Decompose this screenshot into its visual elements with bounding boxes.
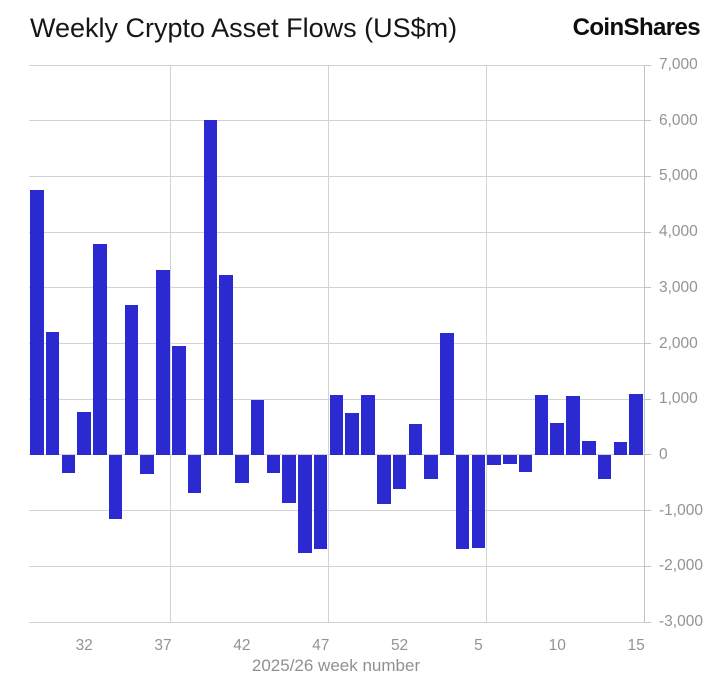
y-gridline: [29, 287, 644, 289]
y-tick-label: 0: [659, 445, 668, 463]
bar-week-52: [392, 454, 407, 490]
y-axis-line: [644, 65, 645, 622]
bar-week-14: [613, 442, 628, 455]
y-axis-tick: [644, 287, 651, 289]
y-tick-label: 5,000: [659, 167, 698, 185]
y-tick-label: 4,000: [659, 223, 698, 241]
bar-week-15: [629, 393, 643, 455]
bar-week-10: [550, 422, 565, 455]
bar-week-29: [30, 189, 44, 455]
y-tick-label: 6,000: [659, 111, 698, 129]
y-gridline: [29, 621, 644, 623]
y-gridline: [29, 64, 644, 66]
bar-week-48: [329, 394, 344, 455]
bar-week-2: [424, 454, 438, 480]
plot-area: 7,000 6,000 5,000 4,000 3,000 2,000 1,000 0 -1,0…: [29, 56, 703, 630]
bar-week-39: [187, 454, 202, 493]
x-tick-label-week-52: 52: [390, 637, 409, 654]
bar-week-37: [156, 269, 170, 455]
x-tick-label-week-32: 32: [75, 637, 93, 654]
bar-week-51: [377, 454, 391, 505]
x-tick-label-week-10: 10: [548, 637, 566, 654]
bar-week-1: [408, 423, 423, 455]
y-gridline: [29, 175, 644, 177]
y-axis-tick: [644, 454, 651, 456]
x-gridline: [328, 65, 330, 622]
bar-week-11: [566, 396, 580, 455]
y-gridline: [29, 120, 644, 122]
bar-week-33: [93, 243, 107, 455]
bar-week-50: [361, 394, 375, 455]
y-axis-tick: [644, 398, 651, 400]
y-axis-tick: [644, 64, 651, 66]
bar-week-42: [235, 454, 249, 483]
y-tick-label: -3,000: [659, 613, 703, 630]
y-tick-label: 7,000: [659, 56, 698, 73]
bar-week-5: [471, 454, 486, 548]
bar-week-40: [203, 119, 218, 455]
y-gridline: [29, 343, 644, 344]
coinshares-logo: CoinShares: [572, 14, 701, 41]
bar-week-44: [266, 454, 281, 474]
bar-week-8: [518, 454, 533, 473]
bar-week-7: [503, 454, 517, 465]
y-gridline: [29, 231, 644, 233]
y-axis-tick: [644, 175, 651, 177]
bar-week-3: [440, 332, 454, 455]
y-axis-tick: [644, 621, 651, 623]
bar-week-41: [219, 274, 233, 455]
y-gridline: [29, 510, 644, 512]
x-tick-label-week-15: 15: [627, 637, 645, 654]
bar-week-31: [61, 454, 76, 474]
bar-week-38: [172, 346, 186, 455]
y-gridline: [29, 565, 644, 567]
y-tick-label: 1,000: [659, 390, 698, 408]
y-axis-tick: [644, 343, 651, 344]
y-axis-tick: [644, 120, 651, 122]
x-tick-label-week-47: 47: [312, 637, 330, 654]
x-tick-label-week-42: 42: [233, 637, 251, 654]
x-tick-label-week-5: 5: [474, 637, 483, 654]
bar-week-13: [597, 454, 612, 479]
bar-week-4: [455, 454, 470, 550]
bar-week-46: [298, 454, 312, 553]
chart-title: Weekly Crypto Asset Flows (US$m): [30, 13, 458, 43]
bar-week-49: [345, 412, 360, 455]
bar-week-43: [250, 400, 265, 455]
bar-week-6: [487, 454, 501, 466]
y-gridline: [29, 454, 644, 456]
x-axis-title: 2025/26 week number: [251, 656, 421, 675]
x-gridline: [485, 65, 487, 622]
y-tick-label: 3,000: [659, 278, 698, 296]
bar-week-30: [45, 332, 60, 455]
y-axis-tick: [644, 510, 651, 512]
x-tick-label-week-37: 37: [154, 637, 172, 654]
bar-week-45: [282, 454, 296, 504]
y-tick-label: -2,000: [659, 557, 703, 575]
y-tick-label: -1,000: [659, 501, 703, 519]
bar-week-36: [140, 454, 155, 474]
y-tick-label: 2,000: [659, 334, 698, 352]
bar-week-12: [582, 440, 596, 455]
bar-week-47: [313, 454, 328, 550]
bar-week-9: [534, 395, 549, 455]
bar-week-34: [108, 454, 123, 519]
y-axis-tick: [644, 231, 651, 233]
x-gridline: [170, 65, 172, 622]
bar-week-35: [124, 305, 139, 455]
bar-week-32: [77, 412, 91, 455]
y-axis-tick: [644, 565, 651, 567]
